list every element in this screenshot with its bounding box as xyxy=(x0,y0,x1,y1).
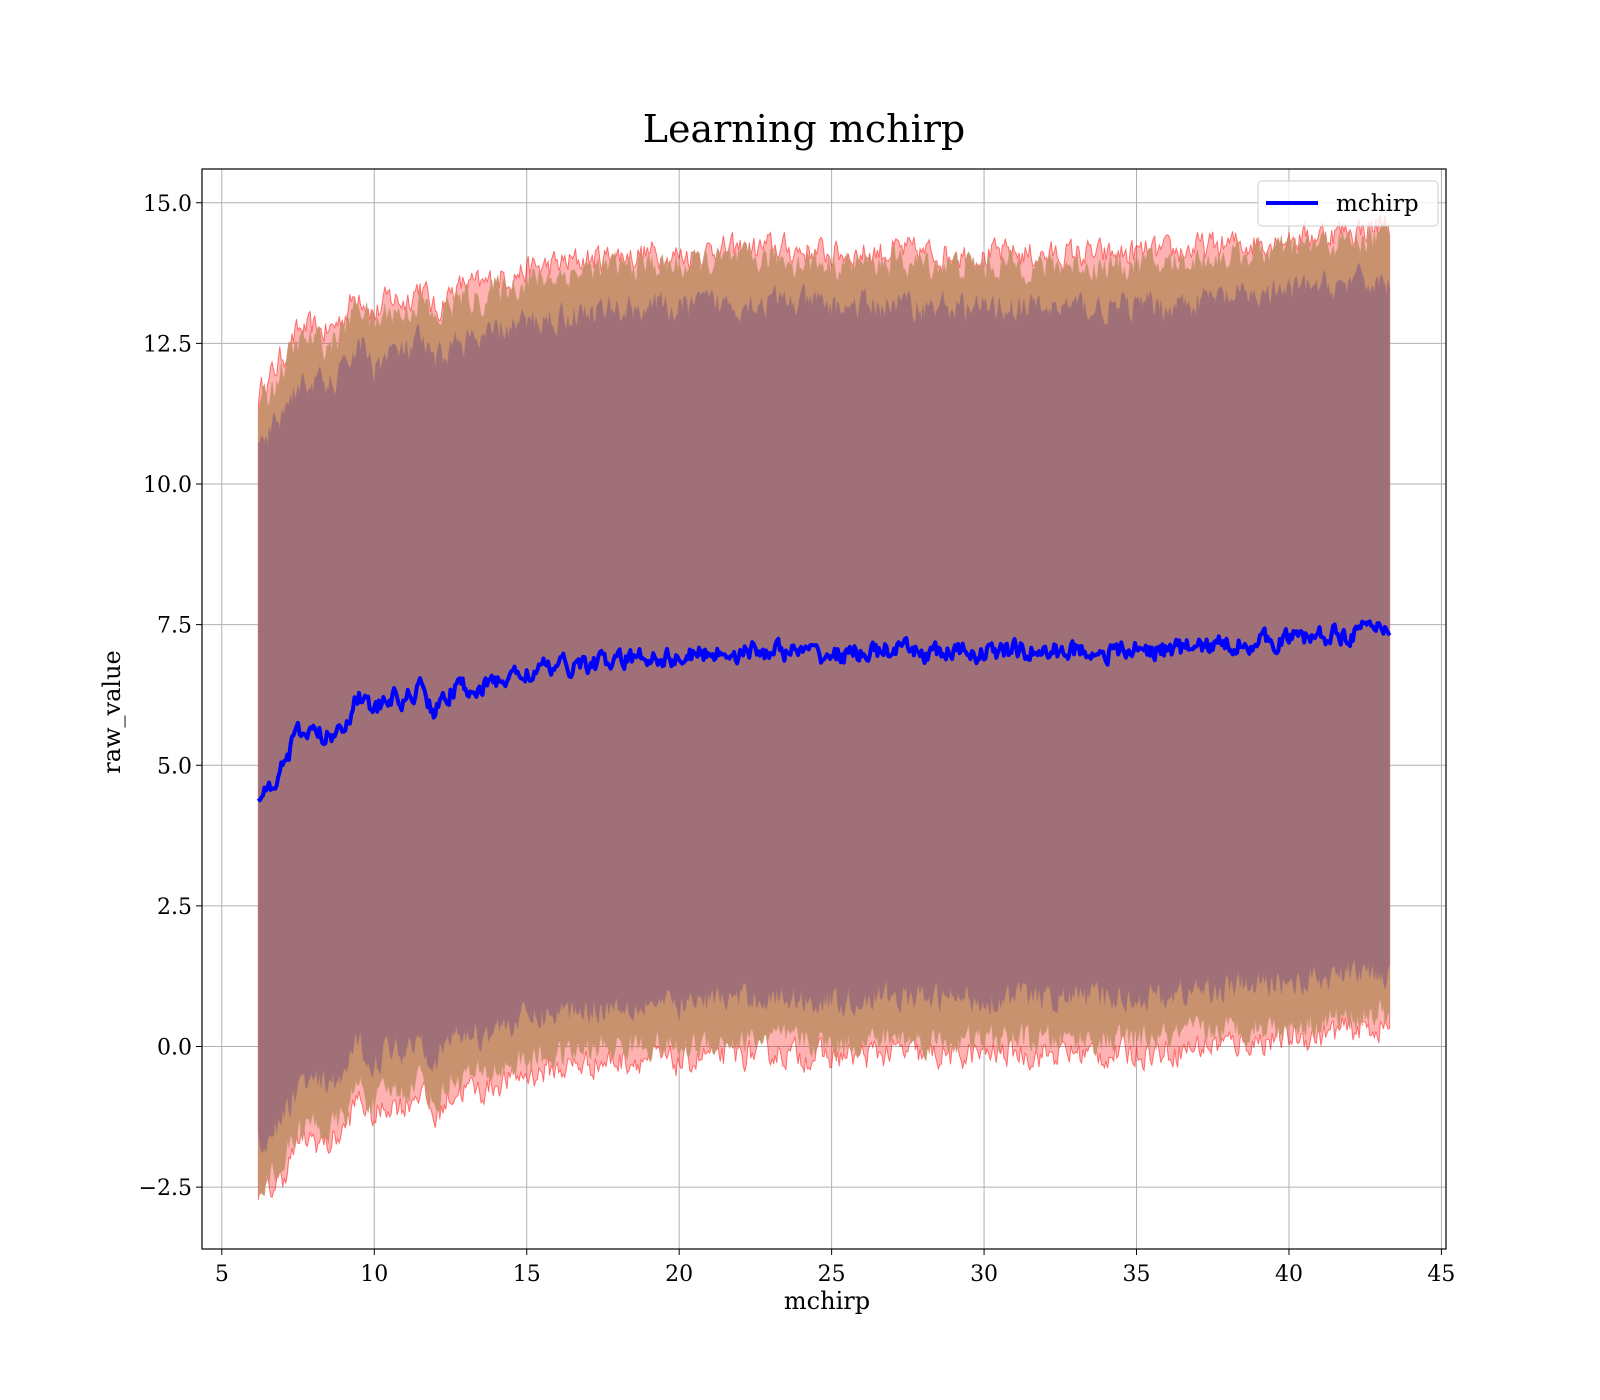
x-tick-label: 30 xyxy=(970,1262,998,1287)
x-axis-label: mchirp xyxy=(784,1287,870,1315)
x-tick-label: 35 xyxy=(1123,1262,1151,1287)
y-tick-label: 5.0 xyxy=(157,754,192,779)
x-tick-label: 20 xyxy=(665,1262,693,1287)
plot-area: 5 10 15 20 25 30 35 40 45 −2.5 0.0 2.5 5.0 7.5 10.0 12.… xyxy=(139,168,1456,1287)
series-lines xyxy=(256,619,1392,803)
x-tick-label: 45 xyxy=(1427,1262,1455,1287)
axes-frame xyxy=(201,168,1447,1250)
series-line-mchirp xyxy=(256,619,1392,803)
axis-ticks: 5 10 15 20 25 30 35 40 45 −2.5 0.0 2.5 5.0 7.5 10.0 12.… xyxy=(139,192,1456,1287)
confidence-bands xyxy=(257,214,1391,1201)
x-tick-label: 5 xyxy=(215,1262,229,1287)
x-tick-label: 40 xyxy=(1275,1262,1303,1287)
y-tick-label: 12.5 xyxy=(143,332,192,357)
chart-title: Learning mchirp xyxy=(643,107,965,151)
y-tick-label: 0.0 xyxy=(157,1036,192,1061)
x-tick-label: 10 xyxy=(360,1262,388,1287)
legend-box xyxy=(1257,180,1439,227)
legend: mchirp xyxy=(1257,180,1439,227)
y-tick-label: 15.0 xyxy=(143,192,192,217)
y-tick-label: −2.5 xyxy=(139,1176,192,1201)
y-tick-label: 2.5 xyxy=(157,895,192,920)
confidence-band-3 xyxy=(257,262,1391,1154)
y-tick-label: 10.0 xyxy=(143,473,192,498)
legend-entry-mchirp: mchirp xyxy=(1336,191,1419,217)
y-axis-label: raw_value xyxy=(98,650,126,774)
x-tick-label: 15 xyxy=(513,1262,541,1287)
y-tick-label: 7.5 xyxy=(157,614,192,639)
x-tick-label: 25 xyxy=(818,1262,846,1287)
